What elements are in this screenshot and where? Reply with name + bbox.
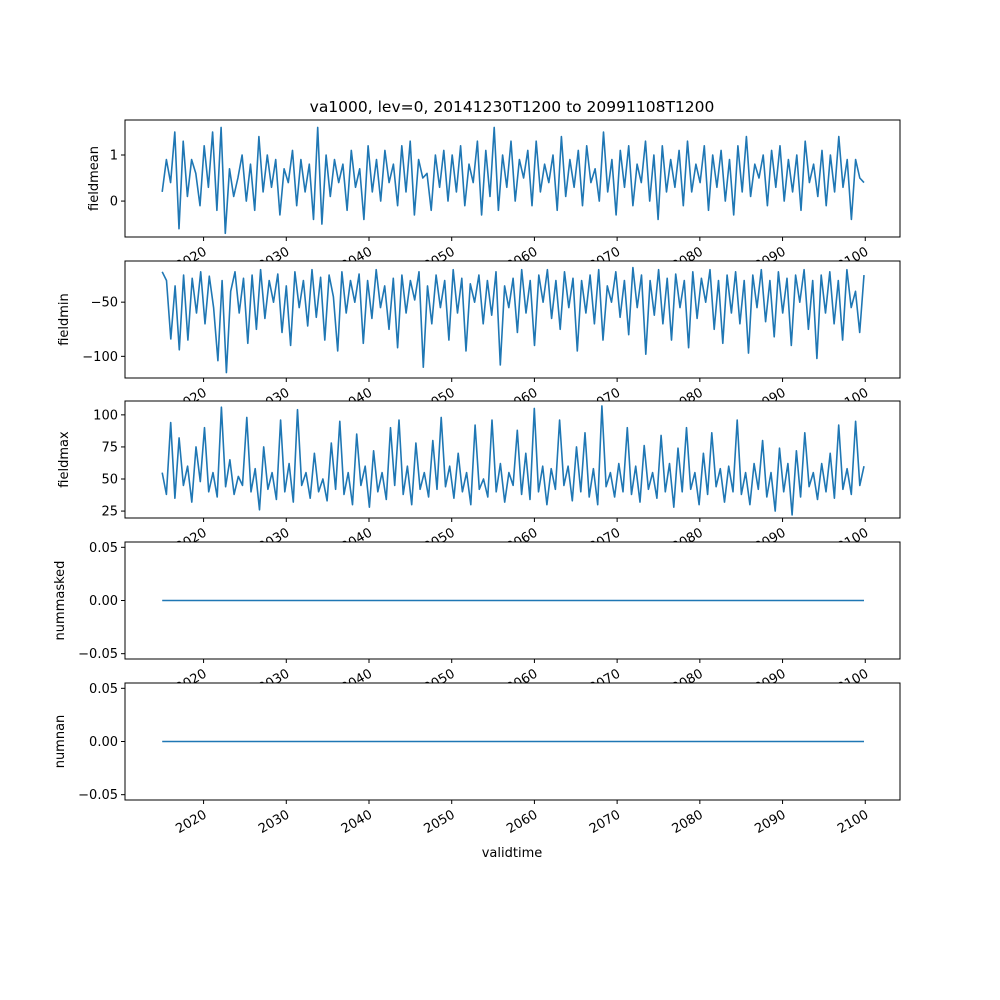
y-tick-label: 0.00 (89, 594, 118, 609)
x-tick-label: 2020 (173, 807, 209, 837)
axes-frame (124, 400, 901, 519)
x-tick-label: 2040 (339, 807, 375, 837)
series-line-fieldmin (161, 266, 865, 374)
plot-area (125, 401, 900, 518)
subplot-numnan: −0.05 0.00 0.05 numnan 2020 2030 2040 2050 2060 2… (53, 682, 901, 837)
y-tick-label: 0.05 (89, 682, 118, 697)
x-axis-label: validtime (482, 846, 543, 861)
y-axis-label: fieldmean (87, 146, 102, 211)
x-tick-label: 2050 (422, 807, 458, 837)
axes-frame (124, 260, 901, 379)
chart-title: va1000, lev=0, 20141230T1200 to 20991108… (310, 98, 715, 116)
y-axis-label: fieldmin (57, 293, 72, 346)
y-axis-label: fieldmax (57, 431, 72, 488)
y-tick-label: −100 (82, 350, 118, 365)
plot-area (125, 120, 900, 237)
x-tick-label: 2060 (504, 807, 540, 837)
y-tick-label: 100 (93, 408, 118, 423)
y-tick-label: 0.05 (89, 541, 118, 556)
y-tick-label: −0.05 (78, 788, 118, 803)
x-tick-label: 2090 (752, 807, 788, 837)
y-axis-label: nummasked (53, 561, 68, 641)
y-tick-label: 0.00 (89, 735, 118, 750)
series-line-fieldmean (161, 126, 865, 235)
y-tick-label: 1 (110, 149, 118, 164)
x-tick-label: 2100 (835, 807, 871, 837)
y-axis-label: numnan (53, 715, 68, 769)
y-tick-label: −0.05 (78, 647, 118, 662)
y-tick-label: 50 (101, 473, 118, 488)
y-tick-label: −50 (91, 296, 118, 311)
y-tick-label: 75 (101, 440, 118, 455)
x-tick-label: 2080 (670, 807, 706, 837)
y-tick-label: 0 (110, 195, 118, 210)
axes-frame (124, 119, 901, 238)
series-line-fieldmax (161, 405, 865, 516)
x-tick-label: 2030 (256, 807, 292, 837)
x-tick-label: 2070 (587, 807, 623, 837)
y-tick-label: 25 (101, 505, 118, 520)
